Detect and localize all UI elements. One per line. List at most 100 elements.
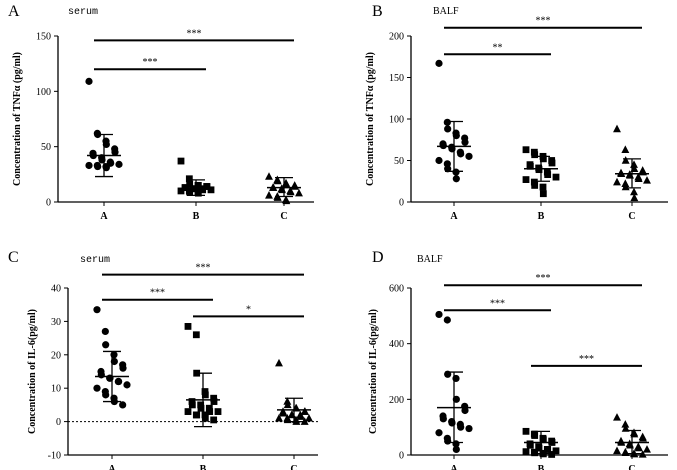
data-point [101, 327, 109, 336]
series-a [85, 77, 123, 178]
data-point [444, 437, 452, 445]
data-point [531, 432, 539, 439]
y-tick-label: 200 [389, 32, 404, 43]
data-point [273, 176, 282, 185]
significance-label: *** [579, 354, 594, 365]
data-point [102, 341, 110, 349]
data-point [613, 124, 621, 133]
data-point [621, 420, 630, 428]
data-point [457, 150, 465, 158]
series-a [93, 306, 131, 409]
data-point [119, 401, 127, 409]
panel-title: serum [80, 255, 110, 266]
significance-label: *** [150, 288, 165, 299]
data-point [300, 417, 309, 425]
data-point [123, 381, 131, 389]
data-point [115, 377, 123, 386]
series-a [435, 310, 473, 454]
significance-label: *** [536, 16, 551, 27]
significance-label: * [246, 304, 251, 315]
y-axis-label: Concentration of IL-6(pg/ml) [27, 309, 38, 434]
data-point [265, 191, 273, 199]
data-point [85, 77, 93, 85]
data-point [188, 401, 196, 409]
data-point [539, 183, 547, 191]
chart-panel-d: D BALF 0 200 400 600 Concentration of IL-6(pg/… [368, 249, 668, 470]
series-c [613, 124, 651, 202]
data-point [626, 171, 634, 179]
data-point [552, 173, 560, 181]
data-point [621, 448, 630, 457]
data-point [639, 433, 647, 442]
data-point [452, 445, 460, 454]
data-point [621, 179, 630, 187]
significance-label: *** [196, 263, 211, 274]
data-point [194, 189, 202, 197]
data-point [203, 183, 211, 190]
significance-label: ** [493, 42, 503, 53]
data-point [207, 186, 215, 194]
data-point [184, 408, 192, 415]
x-tick-label: C [628, 464, 635, 470]
data-point [193, 411, 201, 419]
data-point [201, 391, 209, 399]
data-point [621, 156, 630, 164]
data-point [643, 176, 651, 184]
y-tick-label: 100 [36, 87, 51, 98]
data-point [544, 171, 552, 179]
data-point [539, 436, 547, 444]
x-tick-label: A [100, 211, 108, 222]
y-tick-label: 0 [56, 417, 61, 428]
data-point [439, 415, 447, 423]
data-point [184, 323, 192, 330]
data-point [435, 156, 443, 165]
data-point [177, 157, 185, 165]
y-tick-label: 50 [41, 142, 51, 153]
y-tick-label: 0 [46, 198, 51, 209]
data-point [435, 429, 443, 437]
series-a [435, 59, 473, 183]
data-point [286, 187, 295, 196]
data-point [206, 408, 214, 415]
series-b [177, 157, 215, 197]
data-point [461, 138, 469, 146]
data-point [93, 384, 101, 392]
y-tick-label: 50 [394, 156, 404, 167]
data-point [613, 413, 621, 421]
data-point [444, 125, 452, 133]
y-axis-label: Concentration of TNFα (pg/ml) [365, 52, 376, 186]
data-point [301, 407, 309, 415]
significance-label: *** [187, 28, 202, 39]
panel-letter: A [8, 3, 20, 20]
data-point [435, 310, 443, 319]
data-point [275, 358, 283, 367]
significance-label: *** [490, 298, 505, 309]
data-point [295, 188, 303, 197]
data-point [186, 188, 194, 196]
data-point [444, 165, 452, 173]
data-point [643, 445, 651, 453]
data-point [531, 182, 539, 189]
data-point [539, 190, 547, 198]
series-b [522, 146, 560, 198]
data-point [283, 400, 292, 409]
y-tick-label: 600 [389, 284, 404, 295]
chart-panel-b: B BALF 0 50 100 150 200 Concentration of TNFα (… [365, 3, 668, 222]
panel-title: BALF [417, 254, 443, 265]
panel-letter: D [372, 249, 384, 266]
data-point [435, 59, 443, 67]
data-point [539, 155, 547, 163]
data-point [197, 404, 205, 412]
data-point [613, 177, 621, 186]
data-point [522, 146, 530, 154]
data-point [531, 449, 539, 457]
data-point [439, 141, 447, 150]
series-b [184, 323, 222, 428]
data-point [526, 162, 534, 170]
x-tick-label: B [200, 464, 207, 470]
y-tick-label: 40 [51, 284, 61, 295]
significance-label: *** [143, 57, 158, 68]
